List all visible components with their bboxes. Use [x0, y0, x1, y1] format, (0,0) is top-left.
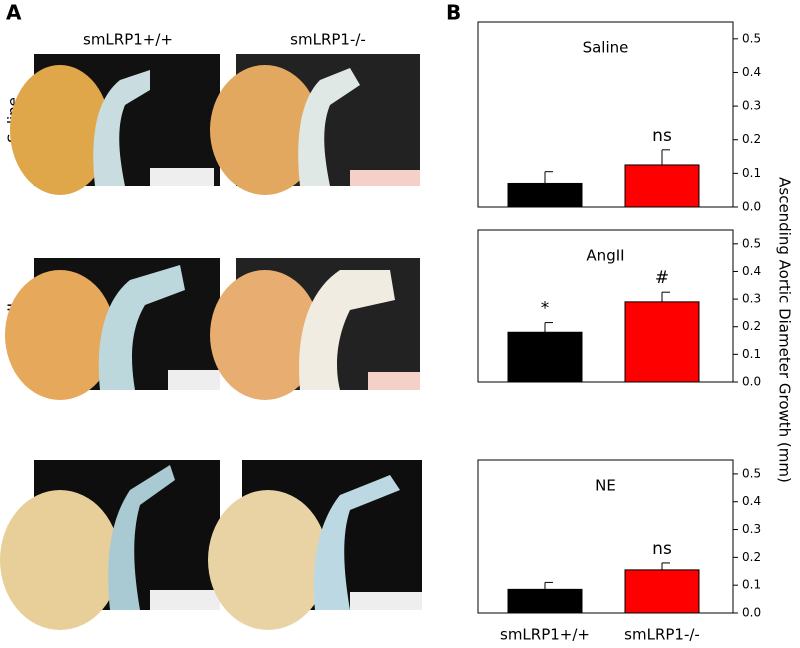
x-tick-label: smLRP1-/-	[624, 626, 700, 644]
y-tick-label: 0.2	[742, 319, 761, 333]
y-tick-label: 0.0	[742, 375, 761, 389]
photo	[10, 54, 220, 195]
y-tick-label: 0.5	[742, 236, 761, 250]
chart-title: NE	[595, 477, 616, 495]
column-label: smLRP1+/+	[83, 31, 173, 49]
chart-title: Saline	[583, 39, 629, 57]
significance-label: *	[541, 299, 550, 319]
column-label: smLRP1-/-	[290, 31, 366, 49]
y-tick-label: 0.4	[742, 264, 761, 278]
bar	[507, 588, 583, 614]
y-tick-label: 0.0	[742, 200, 761, 214]
photos	[0, 54, 422, 630]
plot-frame	[477, 459, 734, 614]
y-tick-label: 0.2	[742, 550, 761, 564]
y-tick-label: 0.3	[742, 99, 761, 113]
bar	[624, 164, 700, 208]
y-tick-label: 0.4	[742, 494, 761, 508]
bar	[624, 569, 700, 614]
bar	[624, 301, 700, 383]
plot-frame	[477, 21, 734, 208]
photo	[5, 258, 220, 400]
y-tick-label: 0.1	[742, 166, 761, 180]
chart-title: AngII	[586, 247, 624, 265]
y-axis-label: Ascending Aortic Diameter Growth (mm)	[776, 177, 794, 483]
bar	[507, 182, 583, 208]
y-tick-label: 0.1	[742, 347, 761, 361]
photo	[210, 54, 420, 195]
photo	[210, 258, 420, 400]
significance-label: #	[655, 268, 669, 288]
bar	[507, 331, 583, 383]
x-tick-label: smLRP1+/+	[500, 626, 590, 644]
photo	[208, 460, 422, 630]
photo	[0, 460, 220, 630]
y-tick-label: 0.1	[742, 578, 761, 592]
significance-label: ns	[652, 539, 672, 559]
y-tick-label: 0.0	[742, 606, 761, 620]
y-tick-label: 0.2	[742, 132, 761, 146]
panel-label: A	[6, 1, 22, 25]
y-tick-label: 0.3	[742, 292, 761, 306]
plot-frame	[477, 229, 734, 383]
panel-label: B	[446, 1, 461, 25]
significance-label: ns	[652, 126, 672, 146]
y-tick-label: 0.3	[742, 522, 761, 536]
y-tick-label: 0.5	[742, 466, 761, 480]
y-tick-label: 0.4	[742, 65, 761, 79]
y-tick-label: 0.5	[742, 31, 761, 45]
